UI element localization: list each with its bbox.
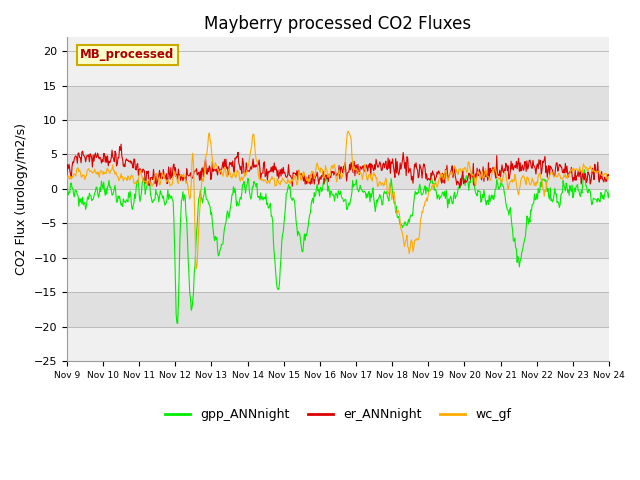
Bar: [67, 85, 609, 120]
Bar: [67, 189, 609, 223]
Bar: [67, 120, 609, 155]
Bar: [67, 292, 609, 327]
Bar: [67, 258, 609, 292]
Bar: [67, 223, 609, 258]
Bar: [67, 17, 609, 51]
Text: MB_processed: MB_processed: [81, 48, 175, 61]
Bar: [67, 327, 609, 361]
Y-axis label: CO2 Flux (urology/m2/s): CO2 Flux (urology/m2/s): [15, 123, 28, 275]
Legend: gpp_ANNnight, er_ANNnight, wc_gf: gpp_ANNnight, er_ANNnight, wc_gf: [160, 403, 516, 426]
Title: Mayberry processed CO2 Fluxes: Mayberry processed CO2 Fluxes: [204, 15, 472, 33]
Bar: [67, 51, 609, 85]
Bar: [67, 17, 609, 51]
Bar: [67, 155, 609, 189]
